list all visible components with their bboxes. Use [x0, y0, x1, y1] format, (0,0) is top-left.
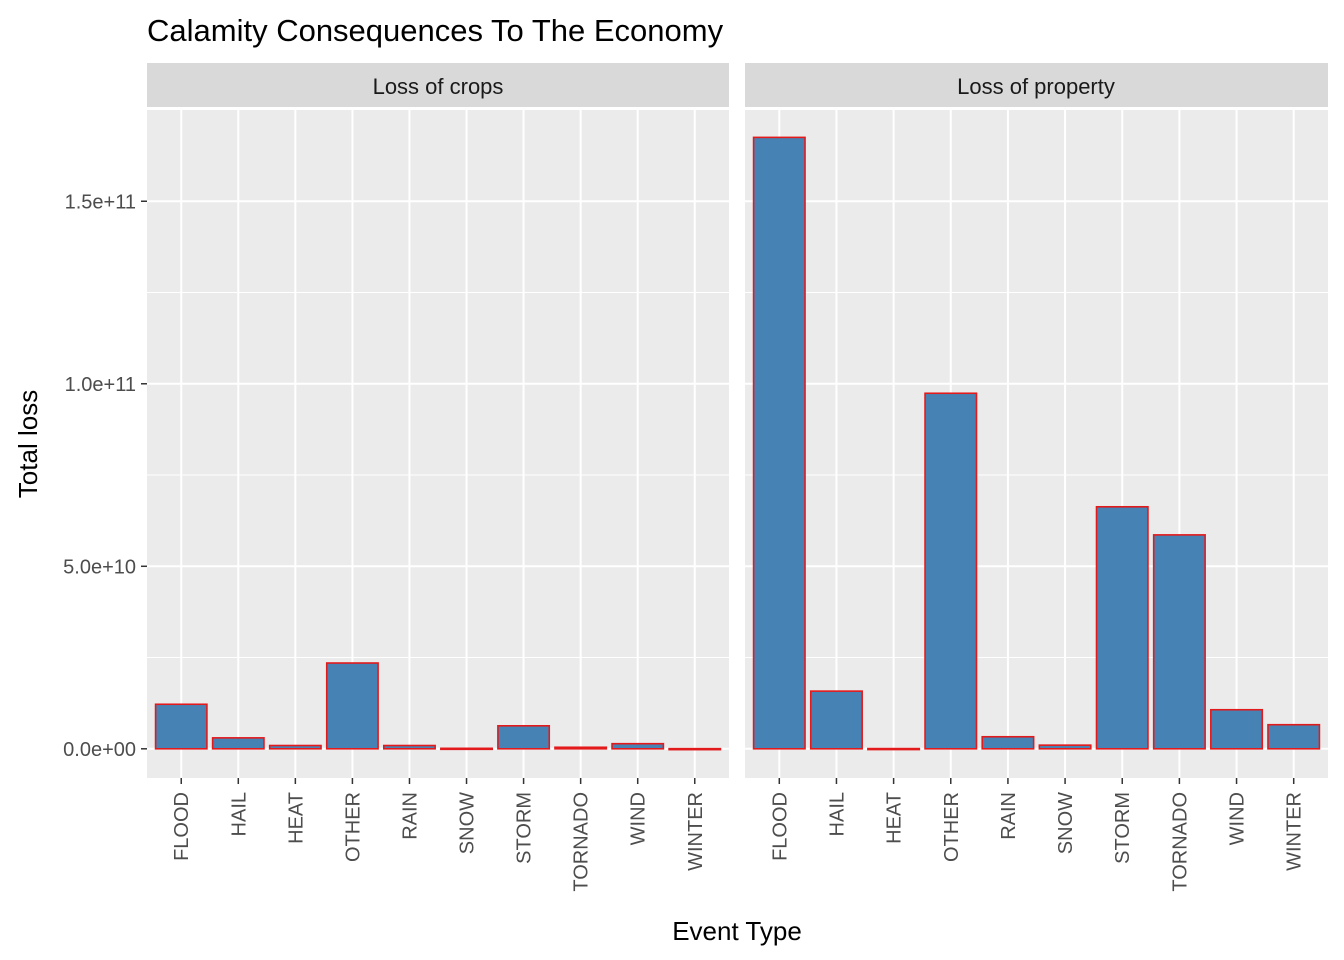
x-tick-label: SNOW — [1055, 792, 1077, 854]
x-tick-label: HEAT — [285, 792, 307, 844]
bar-heat — [867, 747, 921, 751]
bar-hail — [809, 690, 863, 750]
y-axis: 0.0e+00 5.0e+10 1.0e+11 1.5e+11 — [63, 191, 147, 761]
y-tick-label: 0.0e+00 — [63, 739, 136, 761]
x-axis-crops: FLOOD HAIL HEAT OTHER RAIN SNOW STORM TORNADO WI… — [171, 778, 707, 892]
bar-rain — [382, 744, 436, 750]
x-tick-label: RAIN — [399, 792, 421, 840]
bar-tornado — [554, 746, 608, 750]
bar-snow — [1038, 744, 1092, 750]
x-axis-title: Event Type — [672, 916, 802, 946]
bar-wind — [1210, 708, 1264, 750]
y-tick-label: 1.5e+11 — [65, 191, 136, 213]
bar-flood — [154, 703, 208, 750]
x-tick-label: STORM — [1112, 792, 1134, 864]
bar-flood — [752, 136, 806, 750]
bar-other — [924, 392, 978, 750]
x-tick-label: SNOW — [457, 792, 479, 854]
facet-strip-label: Loss of crops — [373, 74, 504, 99]
y-axis-title: Total loss — [13, 390, 43, 498]
facet-strip — [745, 63, 1328, 107]
chart-title: Calamity Consequences To The Economy — [147, 13, 724, 48]
facet-strip-label: Loss of property — [957, 74, 1115, 99]
bar-storm — [1095, 505, 1149, 750]
x-tick-label: WIND — [628, 792, 650, 845]
y-tick-label: 5.0e+10 — [63, 556, 136, 578]
y-tick-label: 1.0e+11 — [65, 374, 136, 396]
bar-tornado — [1152, 534, 1206, 750]
bar-winter — [668, 747, 722, 751]
facet-strip — [147, 63, 729, 107]
bar-winter — [1267, 723, 1321, 750]
bar-wind — [611, 742, 665, 750]
x-tick-label: FLOOD — [171, 792, 193, 861]
plot-panel — [147, 110, 729, 778]
bar-storm — [497, 725, 551, 750]
x-tick-label: HAIL — [826, 792, 848, 836]
x-tick-label: TORNADO — [1169, 792, 1191, 892]
bar-other — [325, 662, 379, 750]
x-tick-label: WINTER — [685, 792, 707, 871]
x-tick-label: STORM — [514, 792, 536, 864]
x-tick-label: WIND — [1227, 792, 1249, 845]
x-tick-label: RAIN — [998, 792, 1020, 840]
bar-hail — [211, 737, 265, 750]
bar-rain — [981, 735, 1035, 750]
x-tick-label: WINTER — [1284, 792, 1306, 871]
x-tick-label: FLOOD — [769, 792, 791, 861]
x-tick-label: TORNADO — [571, 792, 593, 892]
x-tick-label: OTHER — [941, 792, 963, 862]
bar-snow — [440, 747, 494, 751]
x-tick-label: HAIL — [228, 792, 250, 836]
x-tick-label: OTHER — [342, 792, 364, 862]
facet-loss-of-property: Loss of property — [745, 63, 1328, 778]
plot-panel — [745, 110, 1328, 778]
bars — [752, 136, 1321, 751]
bars — [154, 662, 722, 751]
x-axis-property: FLOOD HAIL HEAT OTHER RAIN SNOW STORM TORNADO WI… — [769, 778, 1306, 892]
x-tick-label: HEAT — [884, 792, 906, 844]
facet-loss-of-crops: Loss of crops — [147, 63, 729, 778]
bar-heat — [268, 744, 322, 750]
